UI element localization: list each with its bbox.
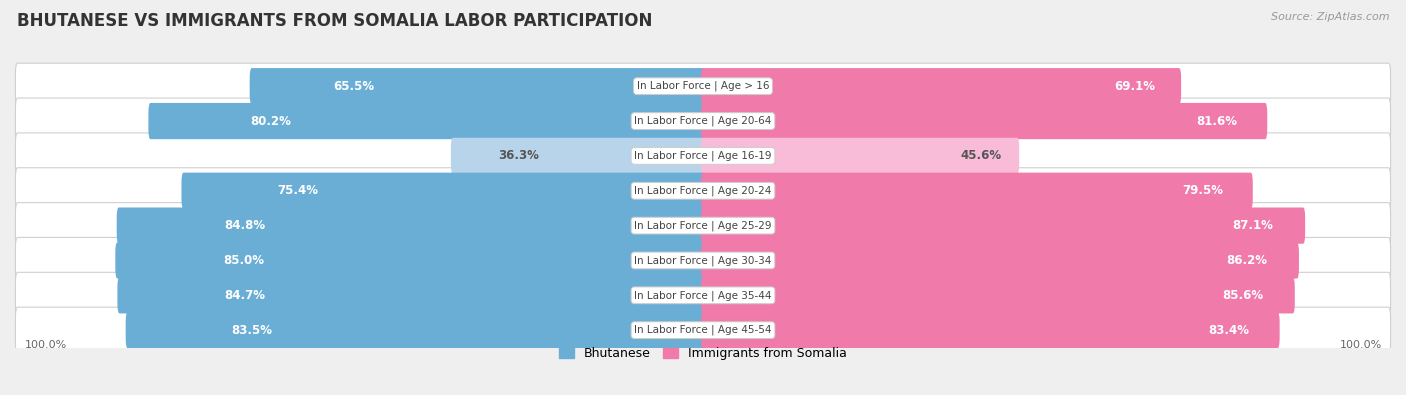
Text: 36.3%: 36.3% [498, 149, 538, 162]
Text: In Labor Force | Age 20-24: In Labor Force | Age 20-24 [634, 186, 772, 196]
Text: BHUTANESE VS IMMIGRANTS FROM SOMALIA LABOR PARTICIPATION: BHUTANESE VS IMMIGRANTS FROM SOMALIA LAB… [17, 12, 652, 30]
Text: 75.4%: 75.4% [277, 184, 318, 197]
Text: 79.5%: 79.5% [1182, 184, 1223, 197]
FancyBboxPatch shape [702, 68, 1181, 104]
FancyBboxPatch shape [702, 243, 1299, 278]
FancyBboxPatch shape [702, 312, 1279, 348]
Text: 45.6%: 45.6% [960, 149, 1001, 162]
Text: 85.0%: 85.0% [222, 254, 264, 267]
Text: In Labor Force | Age 30-34: In Labor Force | Age 30-34 [634, 255, 772, 266]
FancyBboxPatch shape [117, 207, 704, 244]
Text: In Labor Force | Age 25-29: In Labor Force | Age 25-29 [634, 220, 772, 231]
FancyBboxPatch shape [250, 68, 704, 104]
FancyBboxPatch shape [149, 103, 704, 139]
FancyBboxPatch shape [15, 237, 1391, 284]
FancyBboxPatch shape [702, 207, 1305, 244]
Text: 87.1%: 87.1% [1232, 219, 1272, 232]
Text: 69.1%: 69.1% [1114, 80, 1156, 93]
FancyBboxPatch shape [15, 272, 1391, 318]
FancyBboxPatch shape [115, 243, 704, 278]
FancyBboxPatch shape [118, 277, 704, 314]
Text: 85.6%: 85.6% [1222, 289, 1263, 302]
Text: 83.4%: 83.4% [1208, 324, 1249, 337]
FancyBboxPatch shape [702, 103, 1267, 139]
FancyBboxPatch shape [15, 63, 1391, 109]
Text: In Labor Force | Age 16-19: In Labor Force | Age 16-19 [634, 150, 772, 161]
Text: 80.2%: 80.2% [250, 115, 291, 128]
Text: 100.0%: 100.0% [1340, 340, 1382, 350]
Text: 81.6%: 81.6% [1197, 115, 1237, 128]
FancyBboxPatch shape [15, 98, 1391, 144]
Text: In Labor Force | Age 45-54: In Labor Force | Age 45-54 [634, 325, 772, 335]
Text: 84.8%: 84.8% [224, 219, 266, 232]
FancyBboxPatch shape [15, 168, 1391, 214]
Text: In Labor Force | Age 35-44: In Labor Force | Age 35-44 [634, 290, 772, 301]
Text: 84.7%: 84.7% [225, 289, 266, 302]
FancyBboxPatch shape [15, 307, 1391, 353]
FancyBboxPatch shape [15, 203, 1391, 248]
Text: 86.2%: 86.2% [1226, 254, 1267, 267]
Legend: Bhutanese, Immigrants from Somalia: Bhutanese, Immigrants from Somalia [554, 342, 852, 365]
Text: In Labor Force | Age 20-64: In Labor Force | Age 20-64 [634, 116, 772, 126]
FancyBboxPatch shape [702, 173, 1253, 209]
FancyBboxPatch shape [702, 138, 1019, 174]
FancyBboxPatch shape [451, 138, 704, 174]
FancyBboxPatch shape [125, 312, 704, 348]
FancyBboxPatch shape [702, 277, 1295, 314]
Text: In Labor Force | Age > 16: In Labor Force | Age > 16 [637, 81, 769, 92]
Text: Source: ZipAtlas.com: Source: ZipAtlas.com [1271, 12, 1389, 22]
Text: 65.5%: 65.5% [333, 80, 374, 93]
Text: 83.5%: 83.5% [231, 324, 273, 337]
Text: 100.0%: 100.0% [24, 340, 66, 350]
FancyBboxPatch shape [15, 133, 1391, 179]
FancyBboxPatch shape [181, 173, 704, 209]
